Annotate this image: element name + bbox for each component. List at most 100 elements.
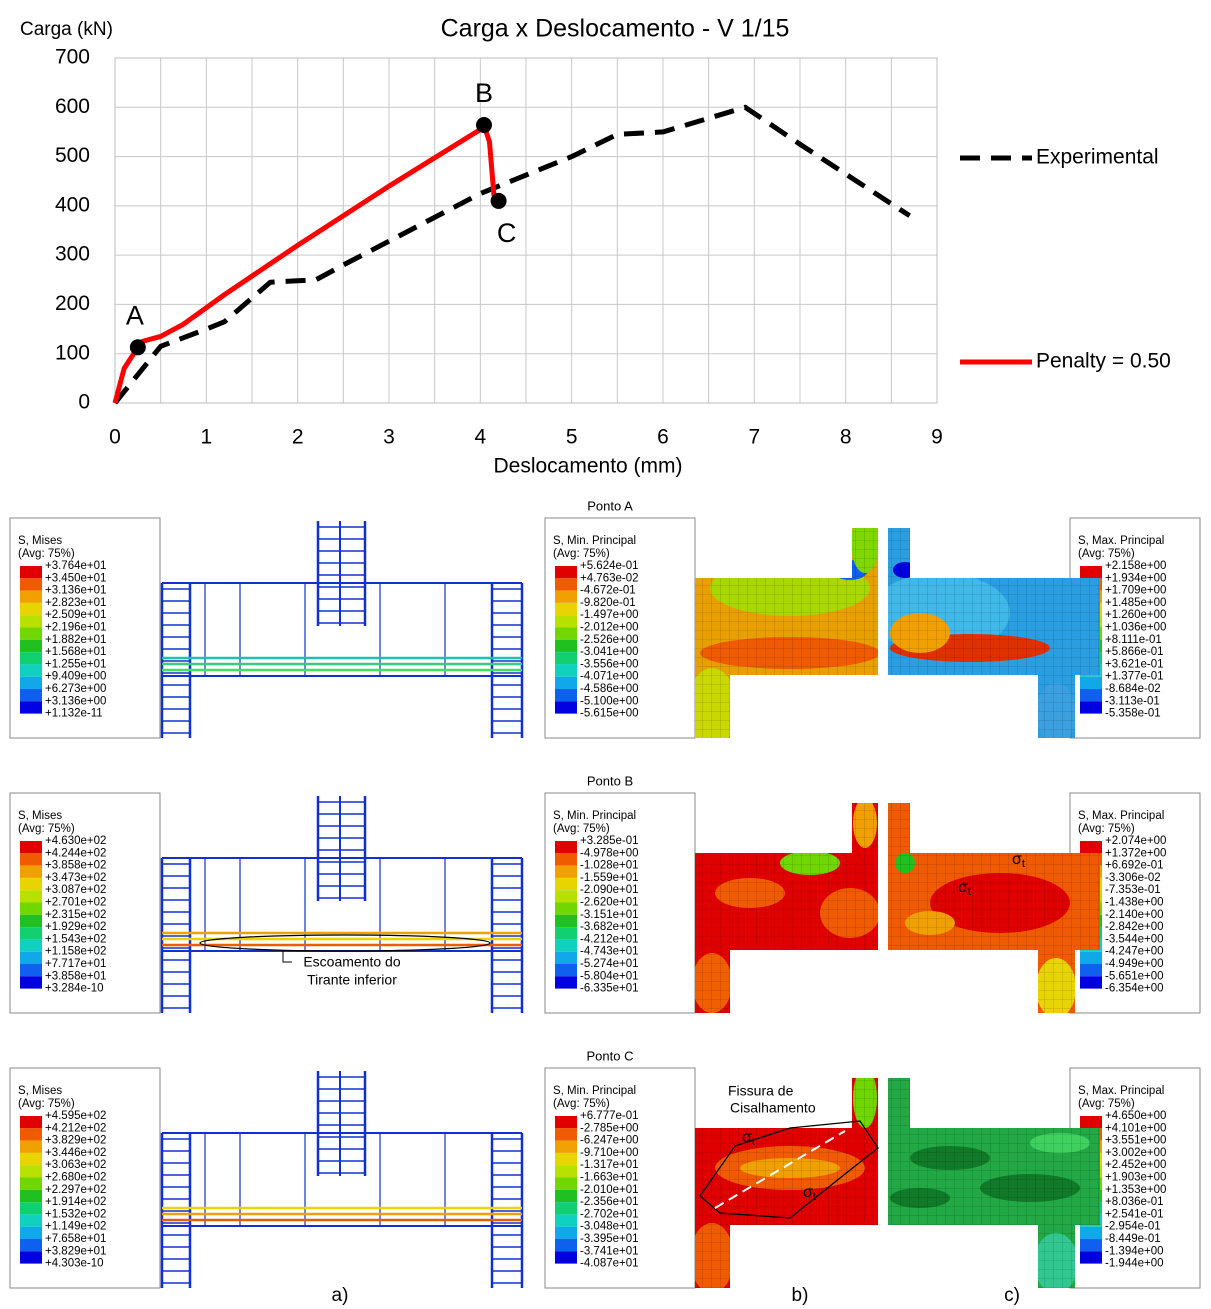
- legend-value: -3.741e+01: [580, 1245, 639, 1257]
- legend-color: [555, 951, 577, 964]
- legend-color: [20, 1202, 42, 1215]
- annotation-label: C: [497, 218, 517, 248]
- legend-value: -2.620e+01: [580, 897, 639, 909]
- legend-color: [1080, 566, 1102, 579]
- legend-value: -6.335e+01: [580, 983, 639, 995]
- legend-value: +1.255e+01: [45, 658, 106, 670]
- legend-color: [555, 841, 577, 854]
- legend-value: -8.684e-02: [1105, 683, 1161, 695]
- legend-color: [20, 976, 42, 989]
- legend-color: [555, 865, 577, 878]
- legend-color: [555, 1177, 577, 1190]
- legend-color: [20, 590, 42, 603]
- legend-color: [20, 927, 42, 940]
- legend-value: +3.002e+00: [1105, 1147, 1166, 1159]
- legend-color: [20, 615, 42, 628]
- legend-avg: (Avg: 75%): [553, 1098, 610, 1110]
- legend-value: -2.012e+00: [580, 622, 639, 634]
- yield-label: Tirante inferior: [307, 972, 397, 988]
- legend-color: [555, 1116, 577, 1129]
- legend-value: -3.041e+00: [580, 646, 639, 658]
- legend-color: [555, 1202, 577, 1215]
- legend-color: [555, 689, 577, 702]
- legend-value: +6.777e-01: [580, 1110, 639, 1122]
- stress-symbol: σ: [958, 879, 968, 896]
- stress-symbol: σ: [742, 1129, 752, 1146]
- legend-avg: (Avg: 75%): [1078, 548, 1135, 560]
- legend-value: +1.149e+02: [45, 1221, 106, 1233]
- legend-color: [1080, 1251, 1102, 1264]
- legend-color: [1080, 964, 1102, 977]
- legend-value: -3.556e+00: [580, 658, 639, 670]
- y-tick-label: 600: [55, 95, 90, 118]
- legend-value: +7.717e+01: [45, 958, 106, 970]
- legend-color: [555, 1226, 577, 1239]
- legend-color: [555, 1128, 577, 1141]
- legend-color: [20, 853, 42, 866]
- x-tick-label: 1: [200, 426, 212, 449]
- legend-value: +1.353e+00: [1105, 1184, 1166, 1196]
- legend-color: [1080, 701, 1102, 714]
- legend-value: +1.543e+02: [45, 933, 106, 945]
- legend-value: +4.650e+00: [1105, 1110, 1166, 1122]
- yield-outline: [199, 934, 491, 952]
- legend-title: S, Max. Principal: [1078, 810, 1164, 822]
- legend-value: -2.785e+00: [580, 1122, 639, 1134]
- legend-value: -3.113e-01: [1105, 695, 1160, 707]
- legend-color: [20, 676, 42, 689]
- legend-value: +2.315e+02: [45, 909, 106, 921]
- leader: [282, 951, 292, 963]
- legend-value: +2.297e+02: [45, 1184, 106, 1196]
- legend-color: [20, 1226, 42, 1239]
- legend-avg: (Avg: 75%): [18, 548, 75, 560]
- legend-value: -4.212e+01: [580, 933, 639, 945]
- legend-value: +3.285e-01: [580, 835, 639, 847]
- legend-color: [1080, 951, 1102, 964]
- legend-title: S, Max. Principal: [1078, 1085, 1164, 1097]
- crack-label: Cisalhamento: [730, 1100, 816, 1116]
- legend-color: [555, 1189, 577, 1203]
- panel-caption: c): [1004, 1285, 1020, 1306]
- legend-value: +2.701e+02: [45, 897, 106, 909]
- legend-value: -3.682e+01: [580, 921, 639, 933]
- legend-title: S, Mises: [18, 1085, 62, 1097]
- legend-value: -1.559e+01: [580, 872, 639, 884]
- x-tick-label: 9: [931, 426, 943, 449]
- legend-color: [555, 1165, 577, 1178]
- legend-value: +3.858e+01: [45, 970, 106, 982]
- legend-color: [20, 1116, 42, 1129]
- legend-color: [1080, 689, 1102, 702]
- legend-value: -1.663e+01: [580, 1172, 639, 1184]
- legend-color: [555, 652, 577, 665]
- panel-title: Ponto A: [587, 498, 633, 513]
- x-tick-label: 2: [292, 426, 304, 449]
- legend-value: -2.842e+00: [1105, 921, 1164, 933]
- legend-color: [555, 664, 577, 677]
- legend-color: [20, 914, 42, 928]
- legend-color: [20, 1189, 42, 1203]
- legend-avg: (Avg: 75%): [18, 823, 75, 835]
- legend-color: [1080, 841, 1102, 854]
- legend-value: -4.949e+00: [1105, 958, 1164, 970]
- legend-color: [20, 902, 42, 915]
- rebar-model: [160, 521, 524, 738]
- legend-value: +1.260e+00: [1105, 609, 1166, 621]
- stress-subscript: t: [752, 1136, 755, 1148]
- legend-color: [555, 1251, 577, 1264]
- legend-value: +3.829e+01: [45, 1245, 106, 1257]
- legend-value: +3.446e+02: [45, 1147, 106, 1159]
- legend-color: [555, 566, 577, 579]
- y-tick-label: 400: [55, 193, 90, 216]
- legend-value: -2.954e-01: [1105, 1221, 1161, 1233]
- legend-color: [20, 1165, 42, 1178]
- legend-value: -5.804e+01: [580, 970, 639, 982]
- stress-symbol: σ: [1012, 851, 1022, 868]
- legend-label: Experimental: [1036, 146, 1159, 169]
- annotation-label: B: [475, 78, 493, 108]
- legend-value: -1.497e+00: [580, 609, 639, 621]
- legend-value: +3.136e+00: [45, 695, 106, 707]
- legend-value: +2.680e+02: [45, 1172, 106, 1184]
- crack-line: [714, 1130, 846, 1209]
- legend-value: +2.158e+00: [1105, 560, 1166, 572]
- stress-label: σt: [958, 879, 971, 898]
